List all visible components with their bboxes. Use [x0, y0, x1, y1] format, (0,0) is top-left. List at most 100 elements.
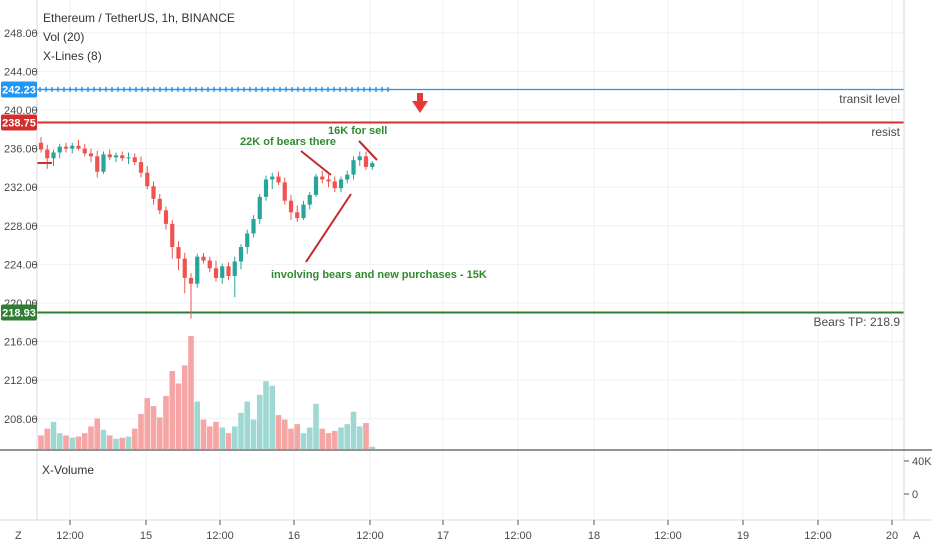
involving-pointer	[305, 193, 352, 263]
time-tick-label: 12:00	[56, 530, 84, 542]
sell-pointer	[358, 140, 378, 161]
annotation-involving[interactable]: involving bears and new purchases - 15K	[271, 269, 487, 281]
volume-bar	[350, 411, 357, 449]
annotation-sell[interactable]: 16K for sell	[328, 125, 387, 137]
price-badge-bg	[1, 304, 37, 321]
candle-body	[195, 256, 200, 284]
volume-bar	[288, 428, 294, 449]
candle-body	[276, 176, 281, 183]
price-tick-label: 228.00	[4, 221, 38, 233]
candle-body	[145, 172, 150, 187]
candle-body	[51, 152, 56, 159]
candle-body	[238, 247, 244, 262]
candle-body	[257, 196, 262, 220]
price-tick-label: 212.00	[4, 375, 38, 387]
volume-bar	[163, 395, 169, 449]
volume-bar	[144, 398, 151, 449]
time-axis-ticks[interactable]: 12:00 15 12:00 16 12:00 17 12:00 18 12:00 19 12:00…	[56, 520, 898, 542]
volume-bar	[131, 428, 138, 449]
price-tick-label: 216.00	[4, 337, 38, 349]
volume-indicator-label[interactable]: Vol (20)	[43, 30, 84, 44]
candle-body	[270, 176, 275, 180]
volume-bar	[244, 401, 251, 449]
xlines-indicator-label[interactable]: X-Lines (8)	[43, 49, 102, 63]
volume-bar	[69, 437, 76, 449]
price-badge-bg	[1, 81, 37, 98]
timezone-button[interactable]: Z	[15, 530, 22, 542]
candle-body	[76, 145, 81, 149]
price-tick-label: 244.00	[4, 66, 38, 78]
candle-body	[357, 156, 362, 161]
volume-bar	[300, 433, 307, 449]
volume-bar	[225, 433, 232, 449]
down-arrow-icon[interactable]	[412, 93, 428, 113]
volume-bar	[50, 421, 57, 449]
candle-body	[95, 156, 100, 172]
volume-bar	[344, 424, 351, 449]
volume-bar	[88, 426, 94, 449]
volume-bar	[231, 426, 238, 449]
candle-body	[113, 155, 119, 158]
x-volume-title[interactable]: X-Volume	[42, 463, 94, 477]
candle-body	[45, 149, 50, 159]
candle-body	[370, 163, 375, 167]
candle-body	[120, 155, 125, 159]
candle-body	[288, 200, 294, 213]
candle-body	[126, 157, 131, 159]
lower-axis-label-0: 0	[912, 489, 918, 501]
volume-bar	[38, 435, 44, 449]
volume-bar	[206, 426, 213, 449]
candle-body	[363, 156, 369, 167]
candle-body	[320, 176, 325, 180]
candle-body	[338, 179, 344, 189]
price-tick-label: 240.00	[4, 105, 38, 117]
candle-body	[188, 277, 194, 284]
volume-bar	[356, 426, 363, 449]
candle-body	[220, 266, 225, 278]
volume-bar	[331, 430, 338, 449]
volume-bar	[281, 419, 288, 449]
time-tick-label: 20	[886, 530, 898, 542]
volume-bar	[75, 436, 82, 449]
volume-bar	[306, 427, 313, 449]
volume-bar	[181, 365, 188, 449]
bears-there-pointer	[300, 150, 332, 176]
candle-body	[182, 258, 187, 278]
candle-body	[201, 256, 206, 261]
candle-body	[226, 266, 231, 276]
candle-body	[207, 260, 212, 269]
time-tick-label: 19	[737, 530, 749, 542]
volume-bar	[175, 383, 182, 449]
volume-bar	[81, 433, 88, 449]
lower-axis-label-40k: 40K	[912, 456, 932, 468]
volume-bar	[44, 428, 51, 449]
candle-body	[332, 181, 337, 189]
time-tick-label: 12:00	[804, 530, 832, 542]
transit-level-markers	[37, 87, 391, 92]
annotation-bears-there[interactable]: 22K of bears there	[240, 136, 336, 148]
time-tick-label: 15	[140, 530, 152, 542]
volume-bars	[38, 336, 376, 449]
time-tick-label: 12:00	[206, 530, 234, 542]
price-badge-label: 238.75	[2, 118, 36, 130]
symbol-title[interactable]: Ethereum / TetherUS, 1h, BINANCE	[43, 11, 235, 25]
candle-body	[170, 223, 175, 248]
volume-bar	[56, 433, 63, 449]
time-tick-label: 16	[288, 530, 300, 542]
time-tick-label: 12:00	[356, 530, 384, 542]
price-badges: 242.23 238.75 218.93	[1, 81, 37, 321]
price-badge-label: 242.23	[2, 85, 36, 97]
main-pane-background	[0, 0, 904, 450]
volume-bar	[150, 406, 157, 449]
candle-body	[301, 204, 306, 219]
candle-body	[63, 146, 69, 149]
price-tick-label: 208.00	[4, 414, 38, 426]
candle-body	[326, 179, 331, 182]
candle-body	[213, 268, 219, 278]
volume-bar	[313, 403, 319, 449]
volume-bar	[325, 433, 332, 449]
volume-bar	[100, 429, 107, 449]
candle-body	[57, 146, 62, 153]
auto-scale-button[interactable]: A	[913, 530, 921, 542]
